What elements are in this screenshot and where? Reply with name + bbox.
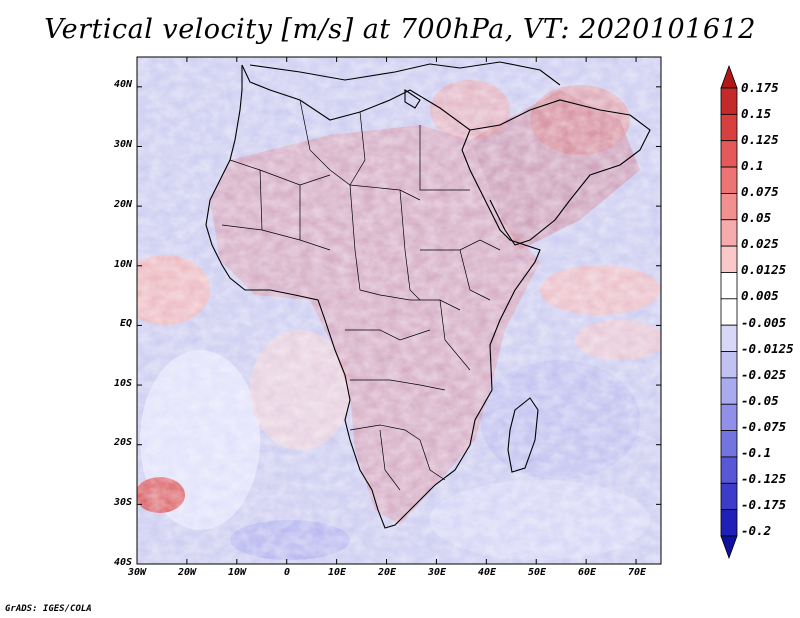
colorbar-label: -0.0125 — [741, 341, 794, 356]
colorbar-swatch — [720, 509, 738, 537]
map-frame — [136, 56, 662, 565]
lon-label-10e: 10E — [327, 567, 347, 578]
lon-label-20e: 20E — [377, 567, 397, 578]
country-borders — [221, 99, 501, 491]
colorbar-label: 0.05 — [741, 210, 772, 225]
lon-label-10w: 10W — [227, 567, 247, 578]
vertical-velocity-field — [137, 57, 661, 564]
colorbar-label: -0.005 — [741, 315, 787, 330]
grads-credit: GrADS: IGES/COLA — [5, 604, 92, 614]
colorbar-swatch — [720, 113, 738, 142]
lon-label-0: 0 — [283, 567, 291, 578]
lat-label-40s: 40S — [113, 557, 132, 568]
colorbar-label: -0.05 — [741, 393, 779, 408]
lon-label-30e: 30E — [427, 567, 447, 578]
lat-label-20s: 20S — [113, 437, 132, 448]
colorbar-label: 0.1 — [741, 158, 764, 173]
colorbar-label: -0.125 — [741, 471, 787, 486]
lat-label-30s: 30S — [113, 497, 132, 508]
colorbar-label: 0.025 — [741, 236, 779, 251]
chart-title: Vertical velocity [m/s] at 700hPa, VT: 2… — [44, 14, 756, 45]
colorbar-swatch — [720, 456, 738, 484]
lon-label-70e: 70E — [627, 567, 647, 578]
colorbar-swatch — [720, 166, 738, 194]
colorbar-swatch — [720, 87, 738, 115]
colorbar-label: 0.15 — [741, 106, 772, 121]
colorbar-label: 0.075 — [741, 184, 779, 199]
colorbar-swatch — [720, 324, 738, 352]
colorbar-label: -0.1 — [741, 445, 772, 460]
lon-label-60e: 60E — [577, 567, 597, 578]
colorbar-swatch — [720, 430, 738, 458]
colorbar — [720, 64, 738, 560]
colorbar-label: 0.125 — [741, 132, 779, 147]
lat-label-30n: 30N — [113, 139, 132, 150]
colorbar-label: 0.005 — [741, 288, 779, 303]
colorbar-label: -0.025 — [741, 367, 787, 382]
colorbar-swatch — [720, 351, 738, 379]
colorbar-label: 0.0125 — [741, 262, 787, 277]
lon-label-50e: 50E — [527, 567, 547, 578]
lat-label-eq: EQ — [119, 318, 132, 329]
colorbar-label: -0.075 — [741, 419, 787, 434]
colorbar-top-arrow — [720, 64, 738, 89]
colorbar-swatch — [720, 140, 738, 168]
colorbar-swatch — [720, 219, 738, 247]
colorbar-swatch — [720, 193, 738, 221]
colorbar-swatch — [720, 482, 738, 511]
lon-label-30w: 30W — [127, 567, 147, 578]
lat-label-40n: 40N — [113, 79, 132, 90]
colorbar-bottom-arrow — [720, 535, 738, 560]
colorbar-swatch — [720, 377, 738, 405]
coastlines — [205, 61, 651, 529]
lat-label-10s: 10S — [113, 378, 132, 389]
lon-label-40e: 40E — [477, 567, 497, 578]
colorbar-swatch — [720, 272, 738, 300]
colorbar-label: 0.175 — [741, 80, 779, 95]
lat-label-20n: 20N — [113, 199, 132, 210]
axis-ticks — [136, 57, 661, 565]
colorbar-swatch — [720, 403, 738, 431]
colorbar-swatch — [720, 245, 738, 273]
lat-label-10n: 10N — [113, 259, 132, 270]
colorbar-label: -0.2 — [741, 523, 772, 538]
colorbar-label: -0.175 — [741, 497, 787, 512]
colorbar-swatch — [720, 298, 738, 326]
lon-label-20w: 20W — [177, 567, 197, 578]
